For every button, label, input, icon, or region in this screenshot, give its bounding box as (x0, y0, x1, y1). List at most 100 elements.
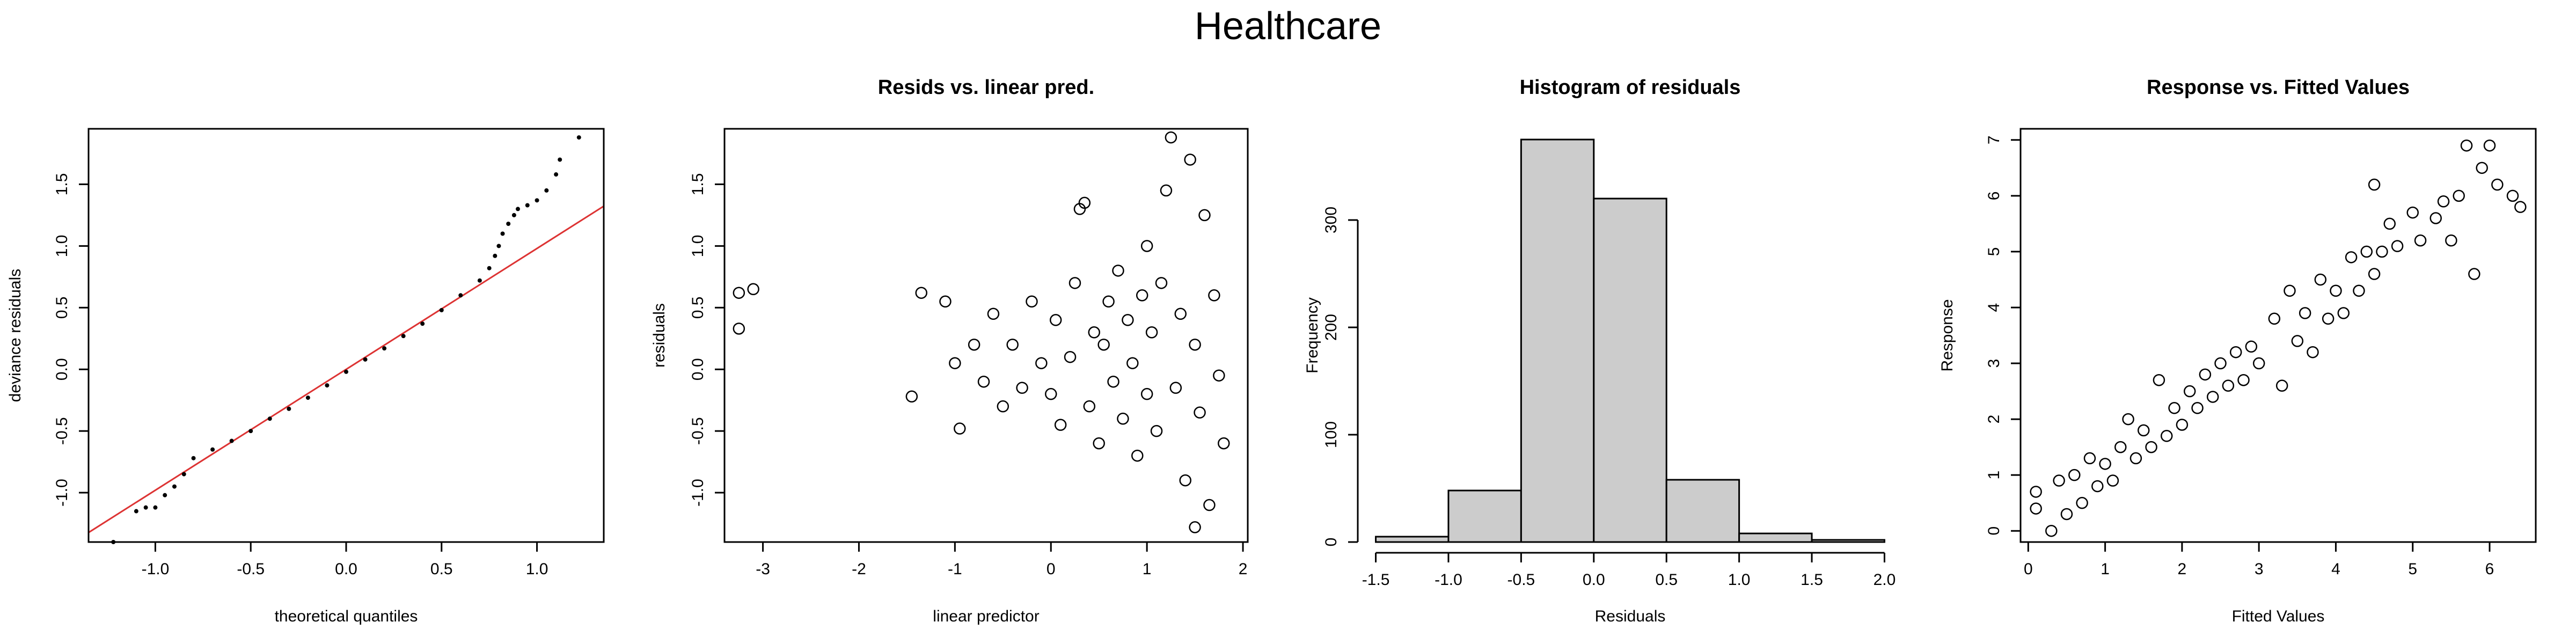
resids-vs-linear-pred-svg: -3 -2 -1 0 1 2 -1.0 -0.5 0.0 0.5 1.0 1.5 Resids vs… (650, 76, 1249, 625)
data-point (2191, 402, 2204, 414)
data-point (496, 244, 501, 248)
data-point (2330, 284, 2342, 297)
data-point (325, 383, 330, 388)
data-point (905, 390, 918, 403)
data-point (2429, 212, 2442, 224)
data-point (2145, 441, 2157, 453)
data-point (143, 505, 148, 510)
x-tick-label: 0.0 (335, 560, 357, 578)
panel-resids-vs-linear-pred: -3 -2 -1 0 1 2 -1.0 -0.5 0.0 0.5 1.0 1.5 Resids vs… (644, 0, 1288, 644)
data-point (1054, 419, 1067, 431)
histogram-bar (1665, 479, 1740, 543)
data-point (2368, 178, 2381, 191)
data-point (1155, 277, 1168, 289)
page-title: Healthcare (1194, 5, 1382, 48)
panel-response-vs-fitted: 0 1 2 3 4 5 6 0 1 2 3 4 5 6 7 Response vs. Fitted Val… (1932, 0, 2576, 644)
y-tick-label: 2 (1985, 415, 2003, 424)
histogram-bar (1447, 489, 1522, 543)
y-tick-label: 3 (1985, 359, 2003, 368)
data-point (2060, 508, 2073, 521)
data-point (1198, 209, 1211, 222)
data-point (1189, 338, 1201, 351)
x-tick-label: 1 (1143, 560, 1152, 578)
y-tick-label: 100 (1322, 421, 1340, 448)
data-point (2406, 206, 2419, 219)
data-point (2206, 391, 2219, 403)
data-point (1064, 350, 1077, 363)
x-axis-label: linear predictor (933, 608, 1039, 625)
data-point (1179, 474, 1191, 487)
data-point (2122, 413, 2134, 426)
data-point (987, 308, 1000, 320)
data-point (2360, 245, 2373, 258)
data-point (1213, 369, 1225, 382)
qq-plot-svg: -1.0 -0.5 0.0 0.5 1.0 -1.0 -0.5 0.0 0.5 1.0 1.5 t… (6, 128, 605, 625)
y-tick-label: 1.5 (689, 173, 707, 196)
x-tick-label: 0.5 (430, 560, 453, 578)
plot-frame (2019, 128, 2537, 543)
data-point (949, 357, 961, 369)
data-point (554, 172, 559, 177)
x-tick-label: 2 (2178, 560, 2187, 578)
chart-title: Histogram of residuals (1520, 76, 1741, 99)
data-point (1165, 131, 1177, 144)
data-point (2076, 496, 2088, 509)
data-point (544, 188, 549, 193)
y-axis-label: residuals (650, 303, 668, 368)
data-point (163, 493, 167, 497)
data-point (1026, 295, 1038, 308)
data-point (2199, 368, 2212, 381)
y-tick-label: 5 (1985, 247, 2003, 257)
data-point (2345, 251, 2358, 264)
x-axis-label: Residuals (1595, 608, 1666, 625)
data-point (229, 438, 234, 443)
data-point (1126, 357, 1139, 369)
data-point (1140, 387, 1153, 400)
x-axis-label: theoretical quantiles (275, 608, 418, 625)
data-point (2229, 346, 2242, 358)
data-point (1169, 382, 1182, 394)
data-point (939, 295, 952, 308)
data-point (305, 396, 310, 400)
data-point (2214, 357, 2227, 370)
x-tick-label: -0.5 (1507, 571, 1535, 589)
x-tick-label: 1.0 (526, 560, 548, 578)
data-point (2314, 273, 2327, 286)
data-point (420, 321, 425, 326)
data-point (2368, 268, 2381, 280)
data-point (2083, 452, 2096, 465)
data-point (2353, 284, 2365, 297)
data-point (2453, 189, 2465, 202)
data-point (487, 266, 492, 270)
data-point (977, 375, 990, 388)
data-point (2284, 284, 2296, 297)
x-tick-label: 4 (2331, 560, 2340, 578)
data-point (1078, 196, 1091, 209)
x-tick-label: -0.5 (237, 560, 265, 578)
data-point (511, 213, 516, 217)
y-tick-label: -1.0 (53, 479, 71, 507)
y-axis-label: Frequency (1304, 297, 1321, 374)
data-point (2445, 234, 2457, 247)
data-point (2322, 312, 2334, 325)
x-tick-label: 5 (2408, 560, 2417, 578)
data-point (181, 472, 186, 477)
y-axis-label: Response (1938, 299, 1956, 371)
data-point (1150, 425, 1163, 437)
data-point (1107, 375, 1119, 388)
data-point (1218, 437, 1230, 450)
data-point (477, 278, 482, 283)
data-point (382, 346, 387, 351)
plot-frame (723, 128, 1249, 543)
data-point (915, 287, 927, 299)
data-point (363, 357, 368, 362)
y-tick-label: 6 (1985, 192, 2003, 201)
x-tick-label: -1 (948, 560, 962, 578)
data-point (506, 221, 511, 226)
data-point (1122, 314, 1134, 326)
data-point (172, 484, 177, 489)
y-tick-label: 1 (1985, 471, 2003, 480)
y-tick-label: 0.5 (689, 296, 707, 319)
data-point (1145, 326, 1158, 339)
y-tick-label: -0.5 (689, 417, 707, 445)
